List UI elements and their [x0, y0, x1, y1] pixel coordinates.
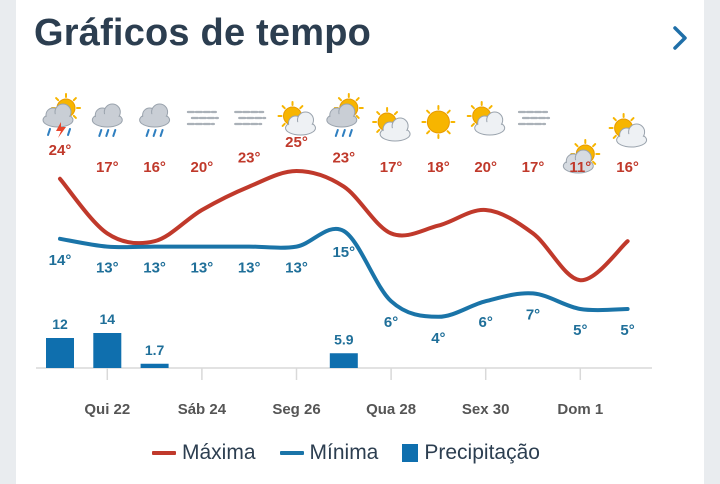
rain-cloud-icon [139, 103, 171, 137]
partly-cloudy-icon [466, 101, 506, 136]
legend-swatch-precip [402, 444, 419, 462]
legend-item-precip: Precipitação [402, 441, 540, 465]
max-temp-label: 17° [522, 159, 545, 176]
min-temp-line [58, 226, 630, 319]
x-tick-label: Dom 1 [557, 401, 603, 418]
max-temp-line [58, 168, 630, 283]
rain-sun-icon [326, 93, 364, 137]
precip-label: 14 [100, 311, 116, 327]
weather-charts-card: Gráficos de tempo 12 14 1.7 5.9 24° 14° 17° 13°… [16, 0, 704, 484]
min-temp-label: 7° [526, 306, 540, 323]
thunderstorm-sun-icon [42, 93, 81, 138]
min-temp-label: 5° [573, 322, 587, 339]
partly-cloudy-icon [277, 101, 316, 136]
value-labels: 12 14 1.7 5.9 24° 14° 17° 13° 16° 13° 20° 13° 23° 13°… [49, 134, 639, 358]
min-temp-label: 13° [238, 260, 261, 277]
max-temp-label: 25° [285, 134, 308, 151]
max-temp-label: 24° [49, 142, 72, 159]
precip-bar [46, 338, 74, 368]
chevron-right-icon [673, 26, 687, 50]
max-temp-label: 20° [474, 159, 497, 176]
fog-icon [234, 110, 267, 126]
precip-bar [93, 333, 122, 368]
max-temp-label: 17° [96, 159, 119, 176]
max-temp-label: 23° [238, 150, 261, 167]
precip-bar [329, 353, 358, 368]
max-temp-label: 16° [143, 159, 166, 176]
min-temp-label: 15° [332, 244, 355, 261]
precip-label: 5.9 [334, 331, 354, 347]
legend-item-min: Mínima [279, 441, 379, 465]
sun-icon [421, 105, 456, 139]
rain-cloud-icon [91, 103, 123, 137]
x-axis: Qui 22 Sáb 24 Seg 26 Qua 28 Sex 30 Dom 1 [84, 401, 603, 418]
legend-label-precip: Precipitação [424, 441, 540, 464]
max-temp-label: 23° [332, 150, 355, 167]
min-temp-label: 14° [49, 252, 72, 269]
weather-chart: 12 14 1.7 5.9 24° 14° 17° 13° 16° 13° 20° 13° 23° 13°… [36, 93, 652, 418]
chart-legend: Máxima Mínima Precipitação [152, 440, 564, 466]
legend-swatch-max [152, 451, 176, 455]
max-temp-label: 11° [569, 159, 591, 176]
legend-item-max: Máxima [152, 441, 256, 465]
min-temp-label: 13° [285, 260, 308, 277]
x-tick-label: Qui 22 [84, 401, 130, 418]
next-button[interactable] [666, 20, 696, 56]
precip-bar [140, 363, 169, 368]
min-temp-label: 5° [620, 322, 634, 339]
precip-label: 1.7 [145, 342, 165, 358]
weather-icons [42, 93, 648, 174]
legend-label-min: Mínima [309, 441, 379, 464]
partly-cloudy-icon [608, 113, 648, 148]
page-title: Gráficos de tempo [34, 12, 372, 54]
x-tick-label: Qua 28 [366, 401, 416, 418]
fog-icon [517, 110, 551, 126]
max-temp-label: 17° [380, 159, 403, 176]
cloudy-sun-icon [562, 139, 601, 174]
max-temp-label: 18° [427, 159, 450, 176]
fog-icon [186, 110, 219, 126]
x-tick-label: Sáb 24 [178, 401, 227, 418]
max-temp-label: 16° [616, 159, 639, 176]
chart-grid [36, 367, 652, 380]
temperature-lines [58, 168, 630, 319]
partly-cloudy-icon [372, 107, 411, 142]
legend-swatch-min [279, 451, 304, 455]
min-temp-label: 13° [143, 260, 166, 277]
legend-label-max: Máxima [182, 441, 256, 464]
x-tick-label: Seg 26 [272, 401, 320, 418]
min-temp-label: 13° [191, 260, 214, 277]
x-tick-label: Sex 30 [462, 401, 510, 418]
min-temp-label: 4° [431, 330, 445, 347]
min-temp-label: 6° [384, 314, 398, 331]
min-temp-label: 13° [96, 260, 119, 277]
max-temp-label: 20° [191, 159, 214, 176]
min-temp-label: 6° [479, 314, 493, 331]
precipitation-bars [46, 333, 358, 368]
precip-label: 12 [52, 316, 68, 332]
